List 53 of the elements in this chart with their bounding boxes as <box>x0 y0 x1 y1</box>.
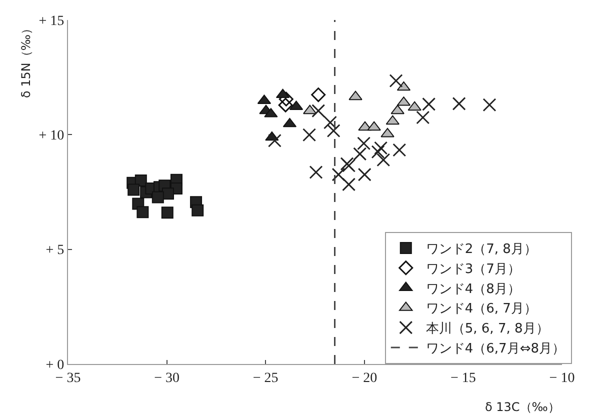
x-axis-title: δ 13C（‰） <box>485 400 560 414</box>
x-tick-label: − 30 <box>154 370 180 386</box>
y-axis-title: δ 15N（‰） <box>19 22 34 98</box>
point <box>482 98 496 112</box>
point <box>278 98 293 112</box>
y-tick-label: + 5 <box>46 243 64 258</box>
point <box>390 104 404 114</box>
x-tick-label: − 35 <box>55 370 81 386</box>
point <box>416 110 430 124</box>
legend-label: ワンド4（6, 7月） <box>426 302 537 317</box>
point <box>326 124 340 138</box>
legend-label: ワンド2（7, 8月） <box>426 242 537 258</box>
legend-label: 本川（5, 6, 7, 8月） <box>426 322 549 337</box>
point <box>303 104 317 114</box>
x-tick-label: − 10 <box>549 370 575 386</box>
point <box>128 184 140 196</box>
point <box>312 104 326 118</box>
point <box>302 128 316 142</box>
point <box>371 145 385 159</box>
point <box>332 168 346 182</box>
point <box>348 90 362 100</box>
legend-label: ワンド4（8月） <box>426 282 520 297</box>
point <box>376 153 390 167</box>
point <box>353 147 367 161</box>
point <box>392 143 406 157</box>
point <box>422 97 436 111</box>
point <box>358 168 372 182</box>
point <box>342 178 356 192</box>
point <box>278 92 294 106</box>
point <box>323 116 337 130</box>
point <box>389 74 403 88</box>
point <box>374 141 388 155</box>
point <box>161 206 174 219</box>
x-tick-label: − 25 <box>252 370 278 386</box>
point <box>357 136 371 150</box>
point <box>309 166 323 180</box>
y-tick-label: + 10 <box>38 128 64 144</box>
point <box>311 88 326 102</box>
point <box>162 188 174 200</box>
point <box>268 134 282 148</box>
point <box>152 191 164 204</box>
point <box>367 121 381 131</box>
point <box>136 206 149 218</box>
legend-label: ワンド4（6,7月⇔8月） <box>426 342 565 357</box>
point <box>452 96 466 110</box>
y-tick-label: + 15 <box>38 14 64 29</box>
point <box>408 101 422 111</box>
x-tick-label: − 20 <box>352 370 378 386</box>
x-tick-label: − 15 <box>450 370 476 386</box>
legend-label: ワンド3（7月） <box>426 262 520 277</box>
point <box>380 128 394 138</box>
point <box>192 204 204 216</box>
y-tick-label: + 0 <box>46 358 64 373</box>
